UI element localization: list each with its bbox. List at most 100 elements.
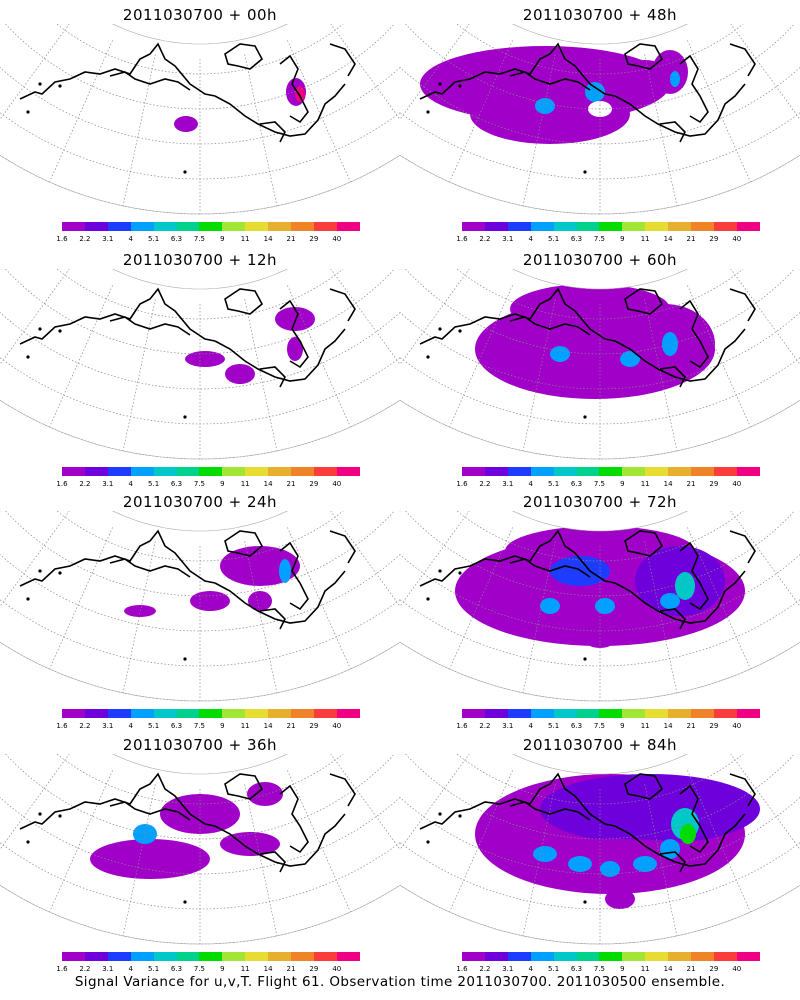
- colorbar-swatch: [336, 222, 361, 231]
- colorbar-swatch: [622, 952, 646, 961]
- variance-contour: [535, 98, 555, 114]
- island: [26, 110, 30, 114]
- variance-contour: [533, 846, 557, 862]
- colorbar-tick-label: 6.3: [570, 235, 583, 243]
- forecast-panel: 2011030700 + 72h 1.6 2.2 3.1 4 5.1 6.3 7.5 9 11 14…: [400, 487, 800, 732]
- meridian-line: [687, 527, 751, 670]
- colorbar-tick-label: 5.1: [548, 722, 560, 730]
- colorbar-tick-label: 14: [663, 480, 673, 488]
- colorbar-tick-label: 9: [620, 235, 625, 243]
- forecast-panel: 2011030700 + 24h 1.6 2.2 3.1 4 5.1 6.3 7.5 9 11 14…: [0, 487, 400, 732]
- variance-contour: [133, 824, 157, 844]
- meridian-line: [399, 269, 400, 270]
- coastline: [214, 570, 346, 624]
- colorbar-tick-label: 2.2: [479, 965, 491, 973]
- panel-title: 2011030700 + 36h: [122, 736, 278, 754]
- colorbar-tick-label: 14: [263, 480, 273, 488]
- colorbar-tick-label: 9: [220, 235, 225, 243]
- colorbar-tick-label: 1.6: [456, 965, 468, 973]
- colorbar-tick-label: 29: [309, 235, 319, 243]
- colorbar-swatch: [176, 709, 200, 718]
- map-boundary: [0, 269, 400, 460]
- colorbar-swatch: [222, 709, 246, 718]
- meridian-line: [799, 24, 800, 25]
- meridian-line: [244, 54, 278, 206]
- colorbar-swatch: [199, 709, 223, 718]
- meridian-line: [400, 754, 401, 755]
- colorbar-swatch: [530, 709, 555, 718]
- map-plot: [0, 24, 400, 215]
- colorbar-swatch: [622, 222, 646, 231]
- colorbar-tick-label: 2.2: [479, 480, 491, 488]
- colorbar-tick-label: 5.1: [148, 480, 160, 488]
- colorbar-swatch: [291, 467, 315, 476]
- coastline: [19, 529, 216, 587]
- colorbar-swatch: [84, 222, 109, 231]
- colorbar-swatch: [553, 709, 577, 718]
- colorbar-swatch: [462, 467, 486, 476]
- colorbar-swatch: [130, 709, 155, 718]
- island: [426, 840, 430, 844]
- colorbar-swatch: [576, 222, 600, 231]
- island: [583, 900, 587, 904]
- colorbar-swatch: [336, 709, 361, 718]
- colorbar-swatch: [245, 222, 269, 231]
- variance-contour: [605, 889, 635, 909]
- colorbar-tick-label: 1.6: [456, 722, 468, 730]
- colorbar-swatch: [622, 709, 646, 718]
- colorbar-swatch: [245, 467, 269, 476]
- colorbar-tick-label: 2.2: [79, 480, 91, 488]
- colorbar-tick-label: 11: [240, 965, 250, 973]
- meridian-line: [122, 299, 156, 451]
- meridian-line: [122, 784, 156, 936]
- colorbar-tick-label: 1.6: [56, 965, 68, 973]
- island: [583, 170, 587, 174]
- colorbar-tick-label: 1.6: [56, 722, 68, 730]
- coastline: [659, 851, 686, 873]
- meridian-line: [522, 54, 556, 206]
- colorbar-tick-label: 4: [128, 965, 133, 973]
- colorbar-swatch: [668, 709, 692, 718]
- colorbar-swatch: [484, 952, 509, 961]
- forecast-panel: 2011030700 + 48h 1.6 2.2 3.1 4 5.1 6.3 7.5 9 11 14…: [400, 0, 800, 245]
- colorbar-tick-label: 40: [332, 722, 342, 730]
- panel-title: 2011030700 + 24h: [122, 493, 278, 511]
- map-plot: [0, 754, 400, 945]
- colorbar-swatch: [130, 952, 155, 961]
- meridian-line: [730, 24, 800, 120]
- meridian-line: [0, 511, 1, 512]
- coastline: [679, 541, 709, 611]
- meridian-line: [644, 784, 678, 936]
- colorbar-tick-label: 7.5: [593, 235, 605, 243]
- meridian-line: [399, 511, 400, 512]
- meridian-line: [330, 269, 400, 365]
- coastline: [419, 287, 616, 345]
- meridian-line: [399, 24, 400, 25]
- colorbar-swatch: [291, 222, 315, 231]
- meridian-line: [400, 511, 401, 512]
- variance-contour: [279, 559, 291, 583]
- colorbar-tick-label: 1.6: [56, 235, 68, 243]
- colorbar-swatch: [462, 222, 486, 231]
- colorbar-tick-label: 21: [286, 965, 296, 973]
- colorbar-tick-label: 6.3: [170, 480, 183, 488]
- colorbar-swatch: [530, 952, 555, 961]
- coastline: [509, 558, 591, 578]
- variance-contour: [600, 861, 620, 877]
- colorbar-tick-label: 40: [732, 722, 742, 730]
- meridian-line: [330, 511, 400, 607]
- meridian-line: [330, 754, 400, 850]
- map-boundary: [0, 24, 400, 215]
- colorbar-tick-label: 14: [663, 965, 673, 973]
- colorbar-swatch: [313, 222, 338, 231]
- colorbar-tick-label: 40: [732, 965, 742, 973]
- colorbar-swatch: [530, 222, 555, 231]
- meridian-line: [0, 269, 1, 270]
- coastline: [624, 288, 664, 315]
- island: [58, 814, 62, 818]
- colorbar-tick-label: 3.1: [102, 235, 114, 243]
- variance-contour: [633, 856, 657, 872]
- island: [438, 82, 442, 86]
- coastline: [224, 530, 264, 557]
- map-boundary: [400, 269, 800, 460]
